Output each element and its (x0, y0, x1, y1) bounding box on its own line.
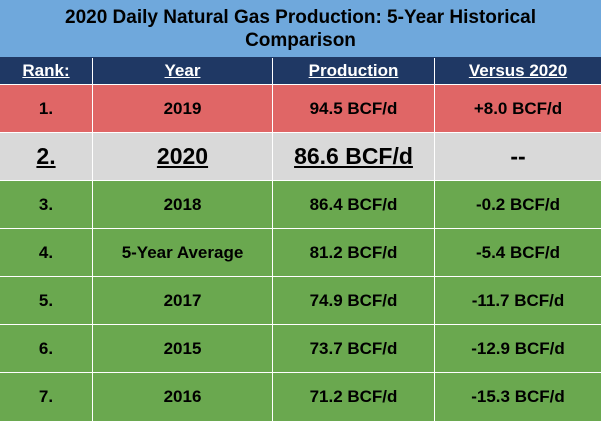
production-cell: 86.6 BCF/d (273, 133, 435, 180)
header-rank: Rank: (0, 58, 93, 84)
table-row: 1. 2019 94.5 BCF/d +8.0 BCF/d (0, 85, 601, 133)
table-row: 2. 2020 86.6 BCF/d -- (0, 133, 601, 181)
rank-cell: 6. (0, 325, 93, 372)
rank-cell: 5. (0, 277, 93, 324)
versus-2020-cell: +8.0 BCF/d (473, 98, 563, 118)
table-row: 5. 2017 74.9 BCF/d -11.7 BCF/d (0, 277, 601, 325)
versus-2020-cell: -0.2 BCF/d (475, 194, 561, 214)
table-row: 7. 2016 71.2 BCF/d -15.3 BCF/d (0, 373, 601, 421)
header-year: Year (93, 58, 273, 84)
production-cell: 74.9 BCF/d (273, 277, 435, 324)
versus-2020-cell: -11.7 BCF/d (471, 290, 565, 310)
year-cell: 2020 (93, 133, 273, 180)
production-cell: 94.5 BCF/d (273, 85, 435, 132)
header-versus-2020: Versus 2020 (468, 61, 568, 80)
year-cell: 5-Year Average (93, 229, 273, 276)
year-cell: 2017 (93, 277, 273, 324)
table-body: 1. 2019 94.5 BCF/d +8.0 BCF/d 2. 2020 86.6 BCF… (0, 85, 601, 421)
rank-cell: 1. (0, 85, 93, 132)
production-cell: 86.4 BCF/d (273, 181, 435, 228)
year-cell: 2019 (93, 85, 273, 132)
versus-2020-cell: -15.3 BCF/d (471, 387, 565, 406)
versus-2020-cell: -- (510, 143, 526, 169)
versus-2020-cell: -5.4 BCF/d (475, 242, 561, 262)
rank-cell: 4. (0, 229, 93, 276)
table-row: 6. 2015 73.7 BCF/d -12.9 BCF/d (0, 325, 601, 373)
rank-cell: 3. (0, 181, 93, 228)
production-cell: 81.2 BCF/d (273, 229, 435, 276)
production-cell: 71.2 BCF/d (273, 373, 435, 421)
rank-cell: 7. (0, 373, 93, 421)
table-row: 4. 5-Year Average 81.2 BCF/d -5.4 BCF/d (0, 229, 601, 277)
rank-cell: 2. (0, 133, 93, 180)
year-cell: 2018 (93, 181, 273, 228)
table-title: 2020 Daily Natural Gas Production: 5-Yea… (0, 0, 601, 58)
year-cell: 2016 (93, 373, 273, 421)
production-cell: 73.7 BCF/d (273, 325, 435, 372)
table-row: 3. 2018 86.4 BCF/d -0.2 BCF/d (0, 181, 601, 229)
header-production: Production (273, 58, 435, 84)
year-cell: 2015 (93, 325, 273, 372)
table-header-row: Rank: Year Production Versus 2020 (0, 58, 601, 85)
versus-2020-cell: -12.9 BCF/d (471, 338, 565, 358)
